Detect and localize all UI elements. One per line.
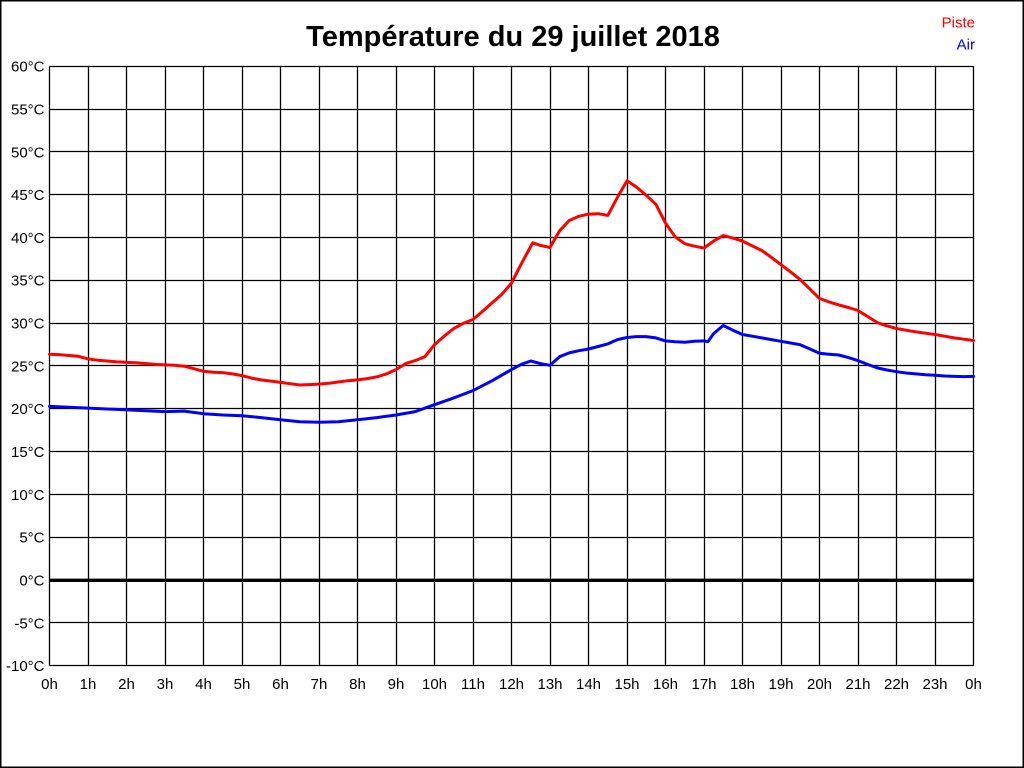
svg-text:15h: 15h <box>614 676 639 693</box>
svg-text:Température du 29 juillet 2018: Température du 29 juillet 2018 <box>306 21 720 53</box>
svg-text:19h: 19h <box>768 676 793 693</box>
svg-text:0h: 0h <box>41 676 58 693</box>
svg-text:22h: 22h <box>884 676 909 693</box>
svg-text:5°C: 5°C <box>19 530 44 547</box>
svg-text:5h: 5h <box>234 676 251 693</box>
svg-text:55°C: 55°C <box>11 101 45 118</box>
svg-text:12h: 12h <box>499 676 524 693</box>
svg-text:Piste: Piste <box>942 15 975 32</box>
svg-text:2h: 2h <box>118 676 135 693</box>
svg-text:8h: 8h <box>349 676 366 693</box>
svg-text:20°C: 20°C <box>11 401 45 418</box>
svg-text:-5°C: -5°C <box>14 615 44 632</box>
svg-text:20h: 20h <box>807 676 832 693</box>
svg-text:0°C: 0°C <box>19 573 44 590</box>
svg-text:45°C: 45°C <box>11 187 45 204</box>
svg-text:7h: 7h <box>311 676 328 693</box>
svg-text:10°C: 10°C <box>11 487 45 504</box>
svg-text:15°C: 15°C <box>11 444 45 461</box>
svg-text:10h: 10h <box>422 676 447 693</box>
svg-text:30°C: 30°C <box>11 316 45 333</box>
svg-text:25°C: 25°C <box>11 358 45 375</box>
svg-text:17h: 17h <box>691 676 716 693</box>
svg-text:9h: 9h <box>388 676 405 693</box>
svg-text:50°C: 50°C <box>11 144 45 161</box>
svg-text:60°C: 60°C <box>11 59 45 76</box>
svg-text:6h: 6h <box>272 676 289 693</box>
svg-text:14h: 14h <box>576 676 601 693</box>
svg-text:13h: 13h <box>537 676 562 693</box>
svg-text:Air: Air <box>957 37 975 54</box>
svg-text:23h: 23h <box>922 676 947 693</box>
svg-text:18h: 18h <box>730 676 755 693</box>
svg-text:11h: 11h <box>461 676 485 693</box>
svg-text:40°C: 40°C <box>11 230 45 247</box>
svg-text:4h: 4h <box>195 676 212 693</box>
svg-text:1h: 1h <box>80 676 97 693</box>
svg-text:0h: 0h <box>965 676 982 693</box>
svg-text:3h: 3h <box>157 676 174 693</box>
svg-text:21h: 21h <box>845 676 870 693</box>
svg-text:-10°C: -10°C <box>6 658 45 675</box>
svg-text:35°C: 35°C <box>11 273 45 290</box>
svg-text:16h: 16h <box>653 676 678 693</box>
